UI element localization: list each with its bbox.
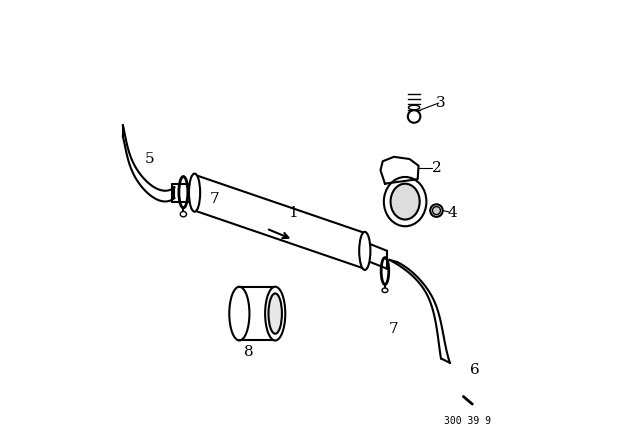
Ellipse shape [189, 174, 200, 212]
Text: 5: 5 [145, 152, 155, 166]
Text: 1: 1 [288, 206, 298, 220]
Ellipse shape [384, 177, 426, 226]
Ellipse shape [265, 287, 285, 340]
Text: 300 39 9: 300 39 9 [444, 416, 492, 426]
Ellipse shape [430, 204, 443, 217]
Text: 6: 6 [470, 362, 479, 377]
Text: 4: 4 [447, 206, 457, 220]
Ellipse shape [433, 207, 440, 215]
Ellipse shape [359, 232, 371, 270]
Ellipse shape [269, 293, 282, 334]
Ellipse shape [180, 211, 186, 217]
Ellipse shape [229, 287, 250, 340]
Text: 7: 7 [389, 322, 399, 336]
Text: 3: 3 [436, 96, 446, 110]
Text: 2: 2 [431, 161, 442, 175]
Polygon shape [380, 157, 419, 184]
Text: 7: 7 [210, 192, 220, 207]
Ellipse shape [390, 184, 420, 220]
Ellipse shape [382, 288, 388, 293]
Text: 8: 8 [243, 345, 253, 359]
Ellipse shape [408, 110, 420, 123]
